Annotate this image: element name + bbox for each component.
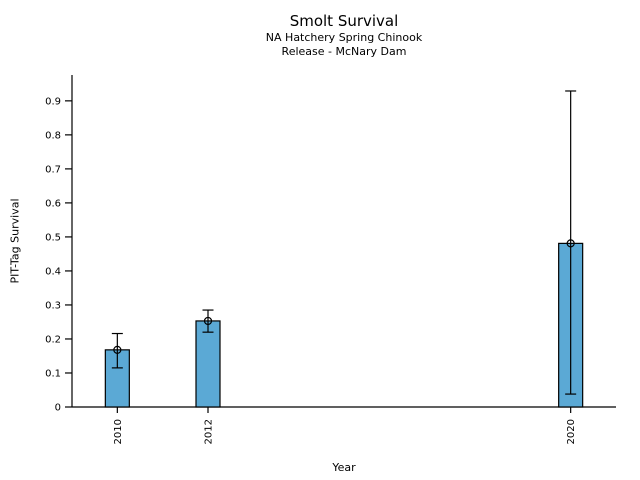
marker-2020	[566, 239, 575, 248]
chart-subtitle-line1: NA Hatchery Spring Chinook	[265, 31, 423, 44]
y-tick-label: 0.9	[45, 96, 61, 107]
x-tick-label: 2020	[566, 419, 577, 444]
x-axis-label: Year	[332, 461, 356, 474]
y-tick-label: 0.6	[45, 198, 61, 209]
chart-title: Smolt Survival	[289, 12, 399, 30]
y-tick-label: 0	[55, 403, 61, 414]
y-tick-label: 0.8	[45, 130, 61, 141]
chart-subtitle-line2: Release - McNary Dam	[281, 45, 407, 58]
bar-2012	[195, 320, 221, 408]
y-tick-label: 0.7	[45, 164, 61, 175]
y-tick-label: 0.5	[45, 232, 61, 243]
y-tick-label: 0.2	[45, 334, 61, 345]
y-tick-label: 0.1	[45, 368, 61, 379]
marker-2010	[113, 345, 122, 354]
y-axis-label: PIT-Tag Survival	[8, 198, 22, 284]
y-tick-label: 0.4	[45, 266, 61, 277]
marker-2012	[203, 316, 213, 326]
x-tick-label: 2010	[113, 419, 124, 444]
y-tick-label: 0.3	[45, 300, 61, 311]
x-tick-label: 2012	[204, 419, 215, 444]
